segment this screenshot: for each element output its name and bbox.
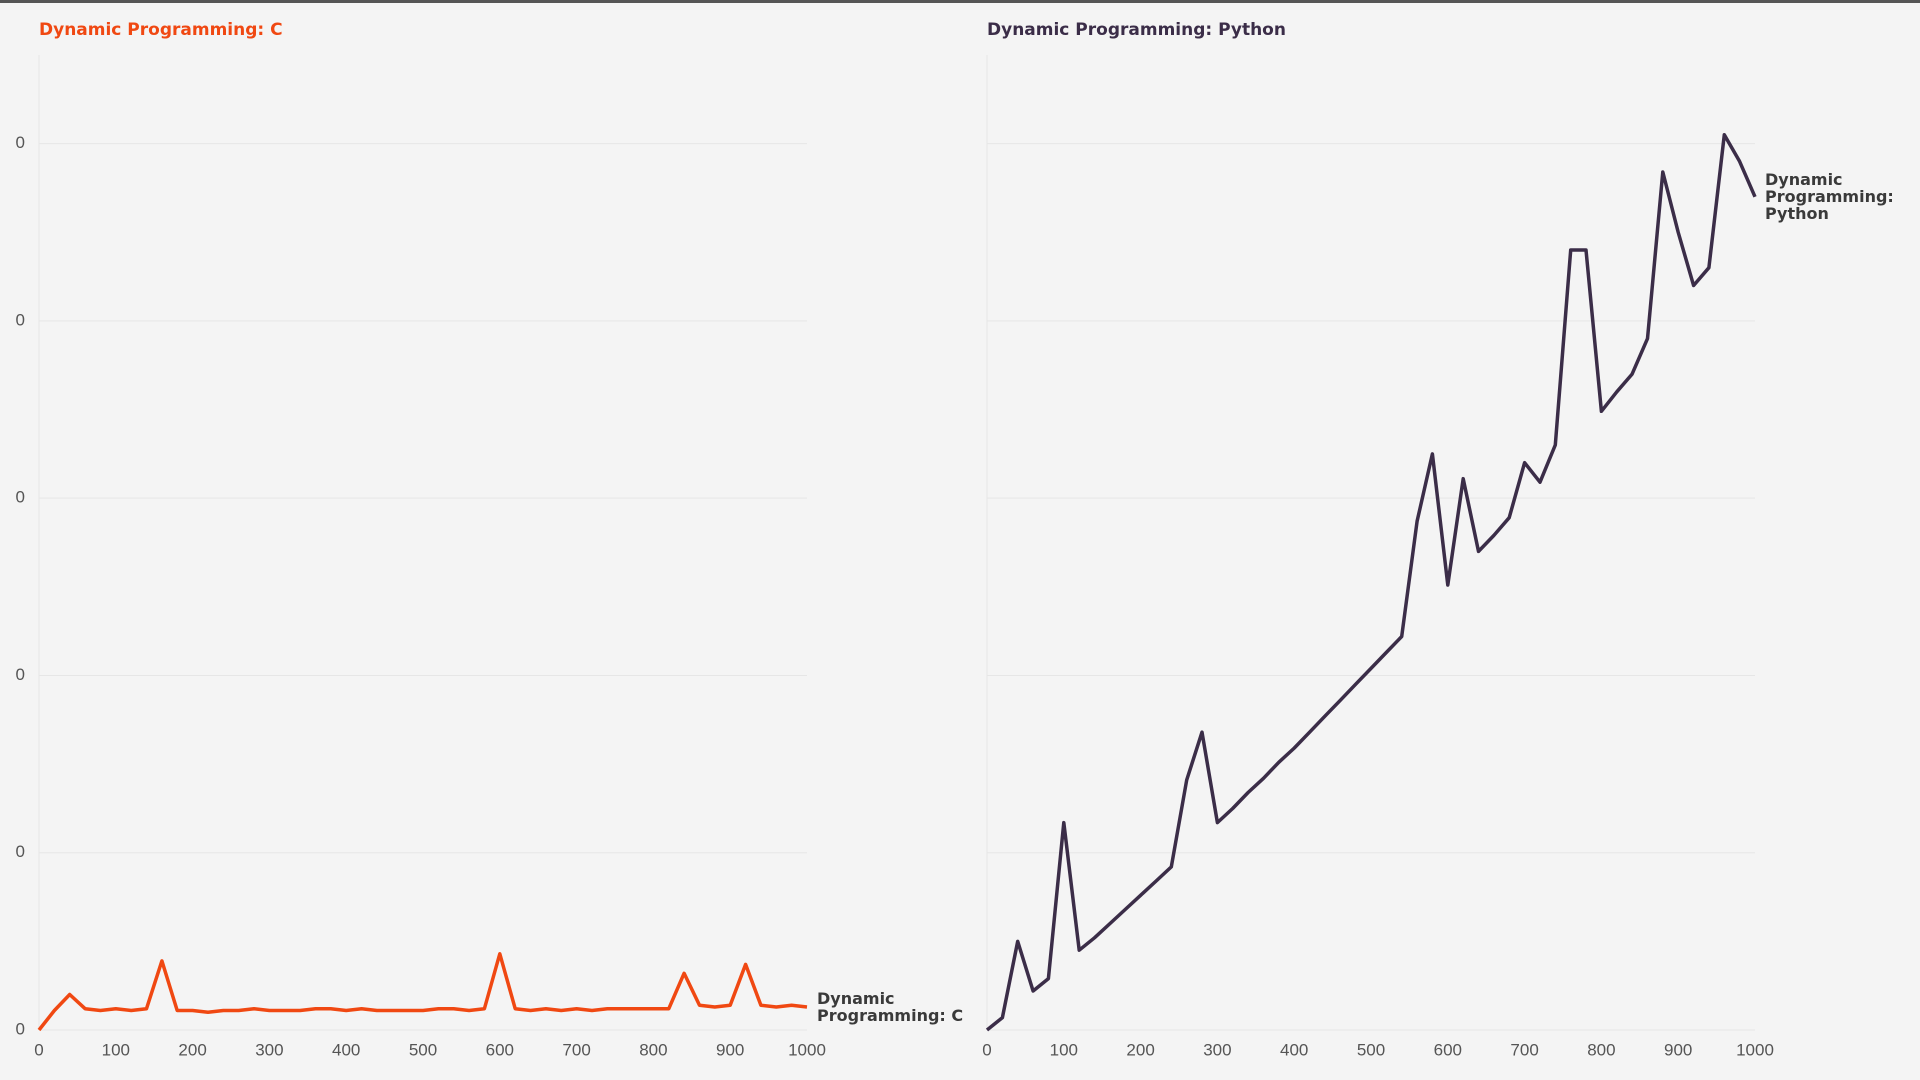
x-tick-label: 800 — [639, 1040, 667, 1059]
x-tick-label: 100 — [102, 1040, 130, 1059]
x-tick-label: 900 — [1664, 1040, 1692, 1059]
x-tick-label: 500 — [1357, 1040, 1385, 1059]
y-tick-label: 0 — [16, 133, 25, 152]
chart-title: Dynamic Programming: Python — [987, 20, 1286, 40]
x-tick-label: 200 — [1126, 1040, 1154, 1059]
line — [985, 133, 1757, 1032]
x-tick-label: 700 — [562, 1040, 590, 1059]
x-tick-label: 800 — [1587, 1040, 1615, 1059]
x-tick-label: 0 — [34, 1040, 43, 1059]
x-tick-label: 1000 — [788, 1040, 826, 1059]
y-tick-label: 0 — [16, 665, 25, 684]
x-tick-label: 900 — [716, 1040, 744, 1059]
x-tick-label: 400 — [1280, 1040, 1308, 1059]
y-tick-label: 0 — [16, 1019, 25, 1038]
y-tick-label: 0 — [16, 842, 25, 861]
line — [37, 952, 808, 1032]
x-tick-label: 300 — [1203, 1040, 1231, 1059]
x-tick-label: 400 — [332, 1040, 360, 1059]
y-tick-label: 0 — [16, 488, 25, 507]
chart-title: Dynamic Programming: C — [39, 20, 283, 40]
top-border — [0, 0, 1920, 3]
x-tick-label: 200 — [178, 1040, 206, 1059]
series-label: Dynamic Programming: C — [817, 988, 964, 1025]
x-tick-label: 600 — [1434, 1040, 1462, 1059]
y-tick-label: 0 — [16, 310, 25, 329]
x-tick-label: 700 — [1510, 1040, 1538, 1059]
series-label: Dynamic Programming: Python — [1765, 170, 1894, 224]
x-tick-label: 600 — [486, 1040, 514, 1059]
x-tick-label: 1000 — [1736, 1040, 1774, 1059]
x-tick-label: 100 — [1050, 1040, 1078, 1059]
x-tick-label: 300 — [255, 1040, 283, 1059]
x-tick-label: 0 — [982, 1040, 991, 1059]
x-tick-label: 500 — [409, 1040, 437, 1059]
